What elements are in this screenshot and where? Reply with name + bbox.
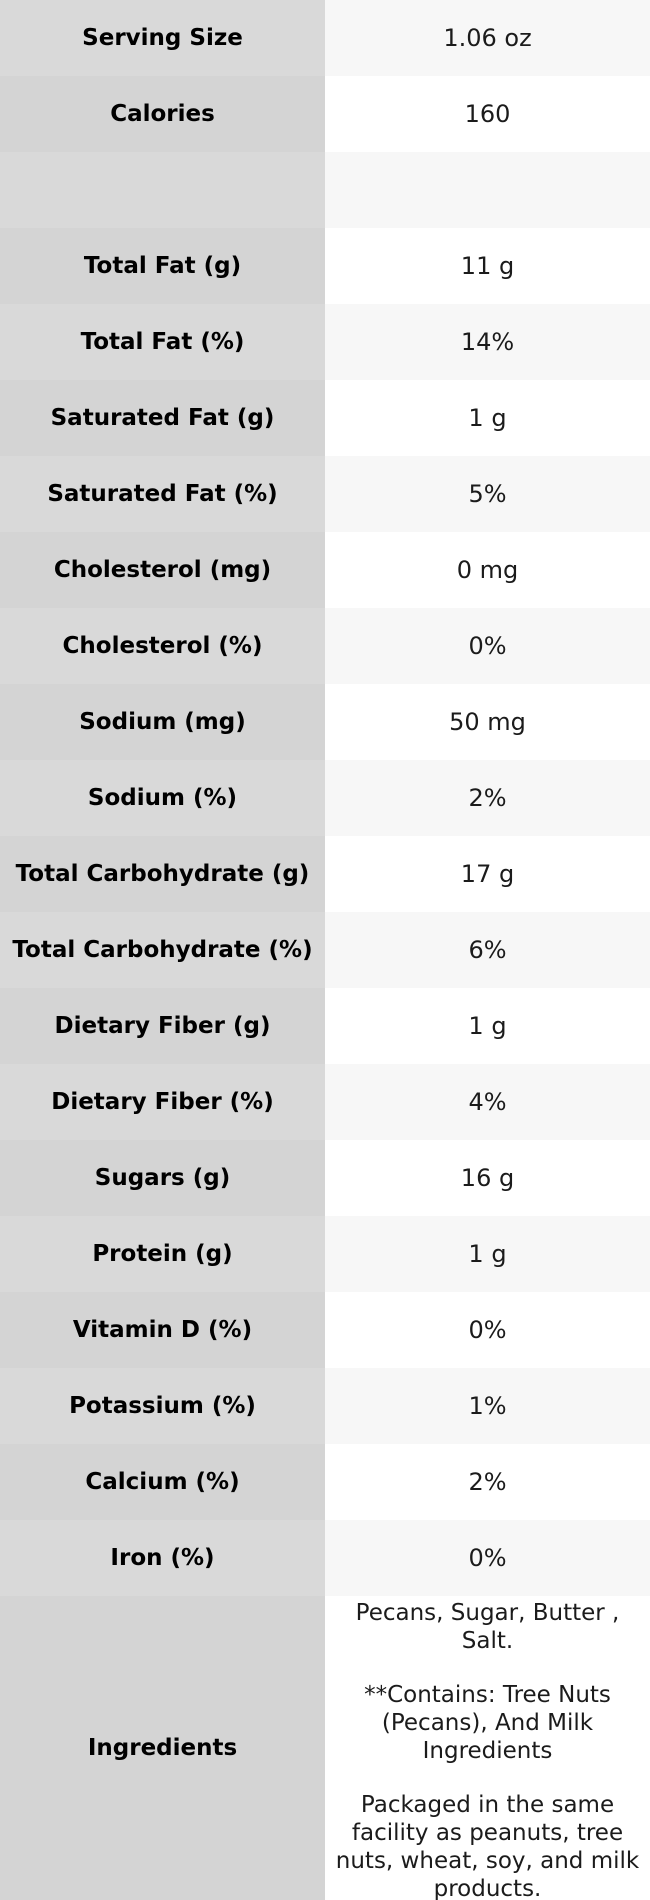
row-value [325,152,650,228]
ingredients-paragraph: Packaged in the same facility as peanuts… [335,1792,640,1900]
row-label: Vitamin D (%) [0,1292,325,1368]
row-label: Saturated Fat (g) [0,380,325,456]
table-row: Calcium (%) 2% [0,1444,650,1520]
table-row [0,152,650,228]
row-value: 1% [325,1368,650,1444]
row-value: 11 g [325,228,650,304]
row-value: 2% [325,1444,650,1520]
row-label: Total Fat (%) [0,304,325,380]
row-value: 6% [325,912,650,988]
row-label: Cholesterol (mg) [0,532,325,608]
ingredients-text: Pecans, Sugar, Butter , Salt. **Contains… [325,1596,650,1900]
row-value: 1.06 oz [325,0,650,76]
ingredients-row: Ingredients Pecans, Sugar, Butter , Salt… [0,1596,650,1900]
table-row: Protein (g) 1 g [0,1216,650,1292]
row-value: 5% [325,456,650,532]
row-value: 1 g [325,380,650,456]
row-label: Total Fat (g) [0,228,325,304]
table-row: Total Carbohydrate (g) 17 g [0,836,650,912]
table-row: Cholesterol (mg) 0 mg [0,532,650,608]
row-label: Protein (g) [0,1216,325,1292]
table-row: Vitamin D (%) 0% [0,1292,650,1368]
row-value: 1 g [325,1216,650,1292]
row-label: Serving Size [0,0,325,76]
row-label: Sodium (%) [0,760,325,836]
row-value: 2% [325,760,650,836]
table-row: Saturated Fat (%) 5% [0,456,650,532]
table-row: Total Carbohydrate (%) 6% [0,912,650,988]
ingredients-paragraph: Pecans, Sugar, Butter , Salt. [355,1600,620,1654]
row-value: 16 g [325,1140,650,1216]
ingredients-label: Ingredients [0,1596,325,1900]
row-value: 0% [325,608,650,684]
row-label: Cholesterol (%) [0,608,325,684]
row-label: Dietary Fiber (g) [0,988,325,1064]
row-value: 0% [325,1292,650,1368]
row-label: Sodium (mg) [0,684,325,760]
table-row: Saturated Fat (g) 1 g [0,380,650,456]
row-label: Total Carbohydrate (g) [0,836,325,912]
row-label: Potassium (%) [0,1368,325,1444]
row-value: 0 mg [325,532,650,608]
row-label: Saturated Fat (%) [0,456,325,532]
row-value: 50 mg [325,684,650,760]
row-label: Sugars (g) [0,1140,325,1216]
table-row: Total Fat (g) 11 g [0,228,650,304]
table-row: Dietary Fiber (%) 4% [0,1064,650,1140]
table-row: Calories 160 [0,76,650,152]
row-label [0,152,325,228]
table-row: Sodium (mg) 50 mg [0,684,650,760]
table-row: Sodium (%) 2% [0,760,650,836]
row-value: 1 g [325,988,650,1064]
row-value: 160 [325,76,650,152]
table-row: Total Fat (%) 14% [0,304,650,380]
table-row: Dietary Fiber (g) 1 g [0,988,650,1064]
table-row: Serving Size 1.06 oz [0,0,650,76]
table-row: Cholesterol (%) 0% [0,608,650,684]
table-row: Iron (%) 0% [0,1520,650,1596]
ingredients-paragraph: **Contains: Tree Nuts (Pecans), And Milk… [364,1682,611,1764]
row-label: Calories [0,76,325,152]
row-value: 4% [325,1064,650,1140]
table-row: Potassium (%) 1% [0,1368,650,1444]
table-row: Sugars (g) 16 g [0,1140,650,1216]
row-value: 0% [325,1520,650,1596]
row-value: 14% [325,304,650,380]
row-label: Dietary Fiber (%) [0,1064,325,1140]
row-value: 17 g [325,836,650,912]
row-label: Iron (%) [0,1520,325,1596]
row-label: Total Carbohydrate (%) [0,912,325,988]
row-label: Calcium (%) [0,1444,325,1520]
